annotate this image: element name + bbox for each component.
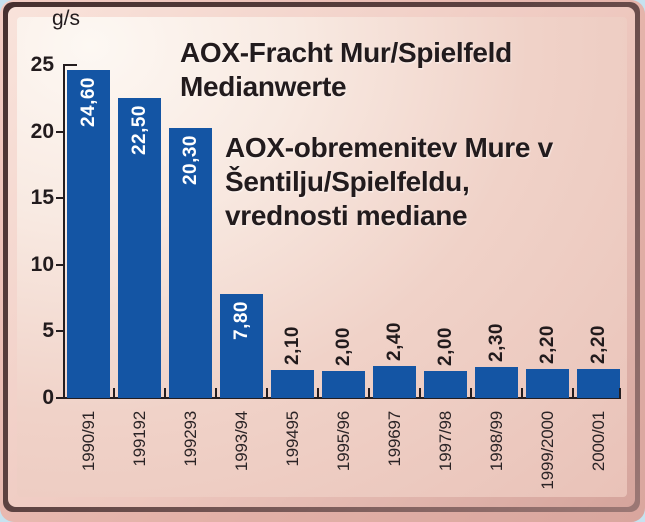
title-slovenian: AOX-obremenitev Mure v Šentilju/Spielfel… [225, 131, 553, 233]
y-tick-label: 0 [42, 386, 54, 409]
bar [67, 70, 110, 398]
y-axis [63, 64, 65, 399]
x-category-label: 1990/91 [79, 411, 98, 472]
y-tick [63, 64, 77, 66]
bar [373, 366, 416, 398]
bar [118, 98, 161, 398]
x-tick [521, 388, 523, 398]
bar-value-label: 20,30 [180, 135, 201, 186]
x-category-label: 1997/98 [436, 411, 455, 472]
y-tick [56, 197, 63, 199]
x-category-label: 1995/96 [334, 411, 353, 472]
x-tick [113, 388, 115, 398]
x-category-label: 1998/99 [487, 411, 506, 472]
y-tick [56, 131, 63, 133]
bar-value-label: 22,50 [129, 105, 150, 156]
bar [220, 294, 263, 398]
x-tick [215, 388, 217, 398]
x-tick [619, 388, 621, 398]
x-category-label: 2000/01 [589, 411, 608, 472]
bar-value-label: 2,00 [333, 327, 354, 366]
bar [322, 371, 365, 398]
title-line: Šentilju/Spielfeldu, [225, 166, 470, 197]
x-category-label: 199697 [385, 411, 404, 467]
y-tick-label: 15 [30, 186, 54, 209]
y-tick-label: 5 [42, 319, 54, 342]
x-category-label: 199192 [130, 411, 149, 467]
bar [424, 371, 467, 398]
x-tick [419, 388, 421, 398]
y-tick [56, 330, 63, 332]
title-german: AOX-Fracht Mur/Spielfeld Medianwerte [180, 36, 512, 104]
x-tick [164, 388, 166, 398]
title-line: AOX-Fracht Mur/Spielfeld [180, 37, 512, 68]
bar-value-label: 2,20 [588, 325, 609, 364]
x-tick [266, 388, 268, 398]
title-line: AOX-obremenitev Mure v [225, 132, 553, 163]
bar-value-label: 2,20 [537, 325, 558, 364]
x-category-label: 1999/2000 [538, 411, 557, 490]
x-axis [56, 397, 621, 399]
x-tick [470, 388, 472, 398]
x-tick [317, 388, 319, 398]
x-tick [572, 388, 574, 398]
bar [526, 369, 569, 398]
unit-label: g/s [52, 7, 81, 30]
y-tick [56, 264, 63, 266]
bar [271, 370, 314, 398]
bar-value-label: 2,00 [435, 327, 456, 366]
x-category-label: 199293 [181, 411, 200, 467]
title-line: Medianwerte [180, 71, 347, 102]
bar-value-label: 2,10 [282, 326, 303, 365]
bar [577, 369, 620, 398]
x-category-label: 1993/94 [232, 411, 251, 472]
bar [169, 128, 212, 398]
y-tick-label: 25 [30, 53, 54, 76]
x-tick [368, 388, 370, 398]
bar-value-label: 7,80 [231, 301, 252, 340]
bar-value-label: 2,30 [486, 323, 507, 362]
y-tick-label: 20 [30, 120, 54, 143]
title-line: vrednosti mediane [225, 200, 468, 231]
bar-value-label: 2,40 [384, 322, 405, 361]
bar-value-label: 24,60 [78, 77, 99, 128]
x-category-label: 199495 [283, 411, 302, 467]
y-tick-label: 10 [30, 253, 54, 276]
bar [475, 367, 518, 398]
